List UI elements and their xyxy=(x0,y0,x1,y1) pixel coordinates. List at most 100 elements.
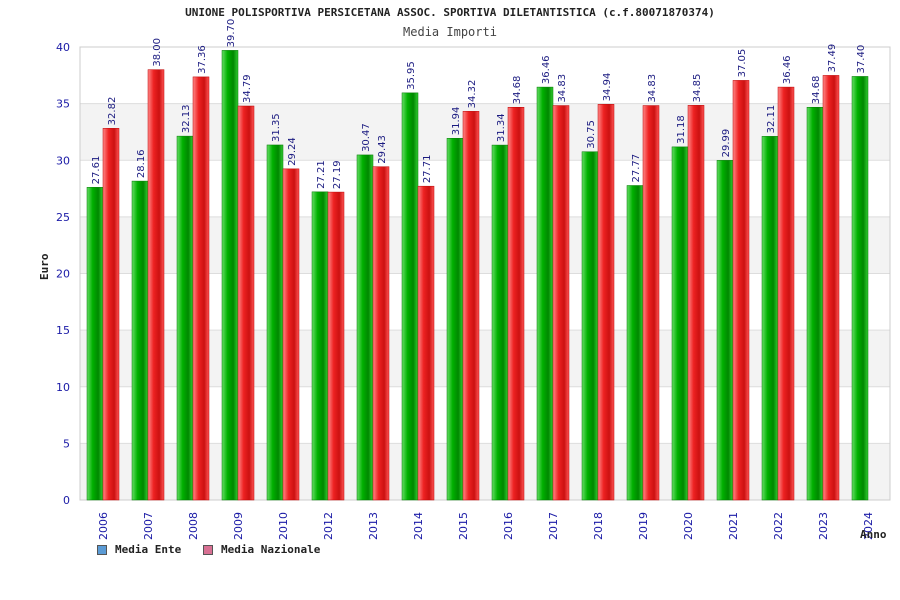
bar-nazionale-2006 xyxy=(102,128,120,501)
y-tick-label: 25 xyxy=(56,211,70,224)
data-label: 27.19 xyxy=(332,160,343,189)
legend-item-media-ente: Media Ente xyxy=(97,543,181,556)
bar-nazionale-2021 xyxy=(732,80,750,501)
data-label: 31.34 xyxy=(496,113,507,142)
bar-ente-2014 xyxy=(401,92,419,501)
bar-ente-2015 xyxy=(446,138,464,501)
data-label: 34.94 xyxy=(602,73,613,102)
bar-nazionale-2013 xyxy=(372,166,390,501)
x-tick-label: 2024 xyxy=(862,512,875,540)
x-tick-label: 2006 xyxy=(97,512,110,540)
data-label: 37.36 xyxy=(197,45,208,74)
bar-ente-2012 xyxy=(311,191,329,501)
bar-ente-2019 xyxy=(626,185,644,501)
bar-ente-2010 xyxy=(266,144,284,501)
x-tick-label: 2022 xyxy=(772,512,785,540)
y-tick-label: 10 xyxy=(56,381,70,394)
data-label: 38.00 xyxy=(152,38,163,67)
bar-nazionale-2009 xyxy=(237,105,255,501)
grid-band xyxy=(80,103,890,161)
bar-ente-2008 xyxy=(176,135,194,501)
data-label: 27.21 xyxy=(316,160,327,189)
bar-nazionale-2018 xyxy=(597,104,615,501)
bar-nazionale-2016 xyxy=(507,106,525,501)
data-label: 34.85 xyxy=(692,74,703,103)
bar-ente-2017 xyxy=(536,86,554,501)
bar-ente-2009 xyxy=(221,50,239,501)
bar-ente-2016 xyxy=(491,144,509,501)
data-label: 34.68 xyxy=(811,76,822,105)
data-label: 31.18 xyxy=(676,115,687,144)
bar-nazionale-2023 xyxy=(822,75,840,501)
y-tick-label: 35 xyxy=(56,98,70,111)
y-tick-label: 30 xyxy=(56,154,70,167)
bar-ente-2020 xyxy=(671,146,689,501)
bar-nazionale-2022 xyxy=(777,86,795,501)
x-axis-label: Anno xyxy=(860,528,887,541)
bar-ente-2007 xyxy=(131,180,149,501)
bar-ente-2006 xyxy=(86,187,104,501)
data-label: 28.16 xyxy=(136,149,147,178)
legend-label-nazionale: Media Nazionale xyxy=(221,543,321,556)
data-label: 29.43 xyxy=(377,135,388,164)
data-label: 37.05 xyxy=(737,49,748,78)
data-label: 31.35 xyxy=(271,113,282,142)
legend-swatch-nazionale xyxy=(203,544,213,555)
legend-label-ente: Media Ente xyxy=(115,543,182,556)
y-tick-label: 15 xyxy=(56,324,70,337)
grid-band xyxy=(80,216,890,274)
x-tick-label: 2023 xyxy=(817,512,830,540)
data-label: 37.40 xyxy=(856,45,867,74)
bar-ente-2013 xyxy=(356,154,374,501)
bar-ente-2021 xyxy=(716,160,734,501)
plot-frame xyxy=(79,46,891,501)
data-label: 30.47 xyxy=(361,123,372,152)
x-tick-label: 2016 xyxy=(502,512,515,540)
data-label: 31.94 xyxy=(451,107,462,136)
data-label: 34.83 xyxy=(647,74,658,103)
x-tick-label: 2015 xyxy=(457,512,470,540)
x-tick-label: 2019 xyxy=(637,512,650,540)
data-label: 29.24 xyxy=(287,137,298,166)
x-tick-label: 2014 xyxy=(412,512,425,540)
data-label: 37.49 xyxy=(827,44,838,73)
data-label: 34.83 xyxy=(557,74,568,103)
grid-band xyxy=(80,443,890,500)
data-label: 36.46 xyxy=(782,55,793,84)
data-label: 39.70 xyxy=(226,19,237,48)
bar-nazionale-2008 xyxy=(192,76,210,501)
grid-band xyxy=(80,160,890,217)
data-label: 35.95 xyxy=(406,61,417,90)
data-label: 34.32 xyxy=(467,80,478,109)
bar-ente-2022 xyxy=(761,136,779,501)
legend-item-media-nazionale: Media Nazionale xyxy=(203,543,320,556)
x-tick-label: 2009 xyxy=(232,512,245,540)
bar-nazionale-2020 xyxy=(687,105,705,501)
bar-nazionale-2012 xyxy=(327,191,345,501)
axis-ticks: 0 5 10 15 20 25 30 35 40 2006 2007 2008 2009 2010 2012… xyxy=(56,41,875,540)
data-label: 34.68 xyxy=(512,76,523,105)
chart-title: UNIONE POLISPORTIVA PERSICETANA ASSOC. S… xyxy=(185,6,715,19)
grid-band xyxy=(80,47,890,104)
data-label: 36.46 xyxy=(541,55,552,84)
bar-series: 27.61 32.82 28.16 38.00 32.13 37.36 39.70 34.79… xyxy=(86,19,869,501)
x-tick-label: 2017 xyxy=(547,512,560,540)
x-tick-label: 2013 xyxy=(367,512,380,540)
x-tick-label: 2007 xyxy=(142,512,155,540)
y-tick-label: 0 xyxy=(63,494,70,507)
y-axis-label: Euro xyxy=(38,253,51,281)
data-label: 27.71 xyxy=(422,155,433,184)
data-label: 27.77 xyxy=(631,154,642,183)
x-tick-label: 2018 xyxy=(592,512,605,540)
x-tick-label: 2021 xyxy=(727,512,740,540)
data-label: 32.82 xyxy=(107,97,118,126)
chart-subtitle: Media Importi xyxy=(403,25,497,39)
y-tick-label: 20 xyxy=(56,268,70,281)
data-label: 34.79 xyxy=(242,74,253,103)
data-label: 32.13 xyxy=(181,104,192,133)
bar-ente-2024 xyxy=(851,76,869,501)
y-tick-label: 40 xyxy=(56,41,70,54)
bar-nazionale-2010 xyxy=(282,168,300,501)
bar-nazionale-2014 xyxy=(417,185,435,501)
